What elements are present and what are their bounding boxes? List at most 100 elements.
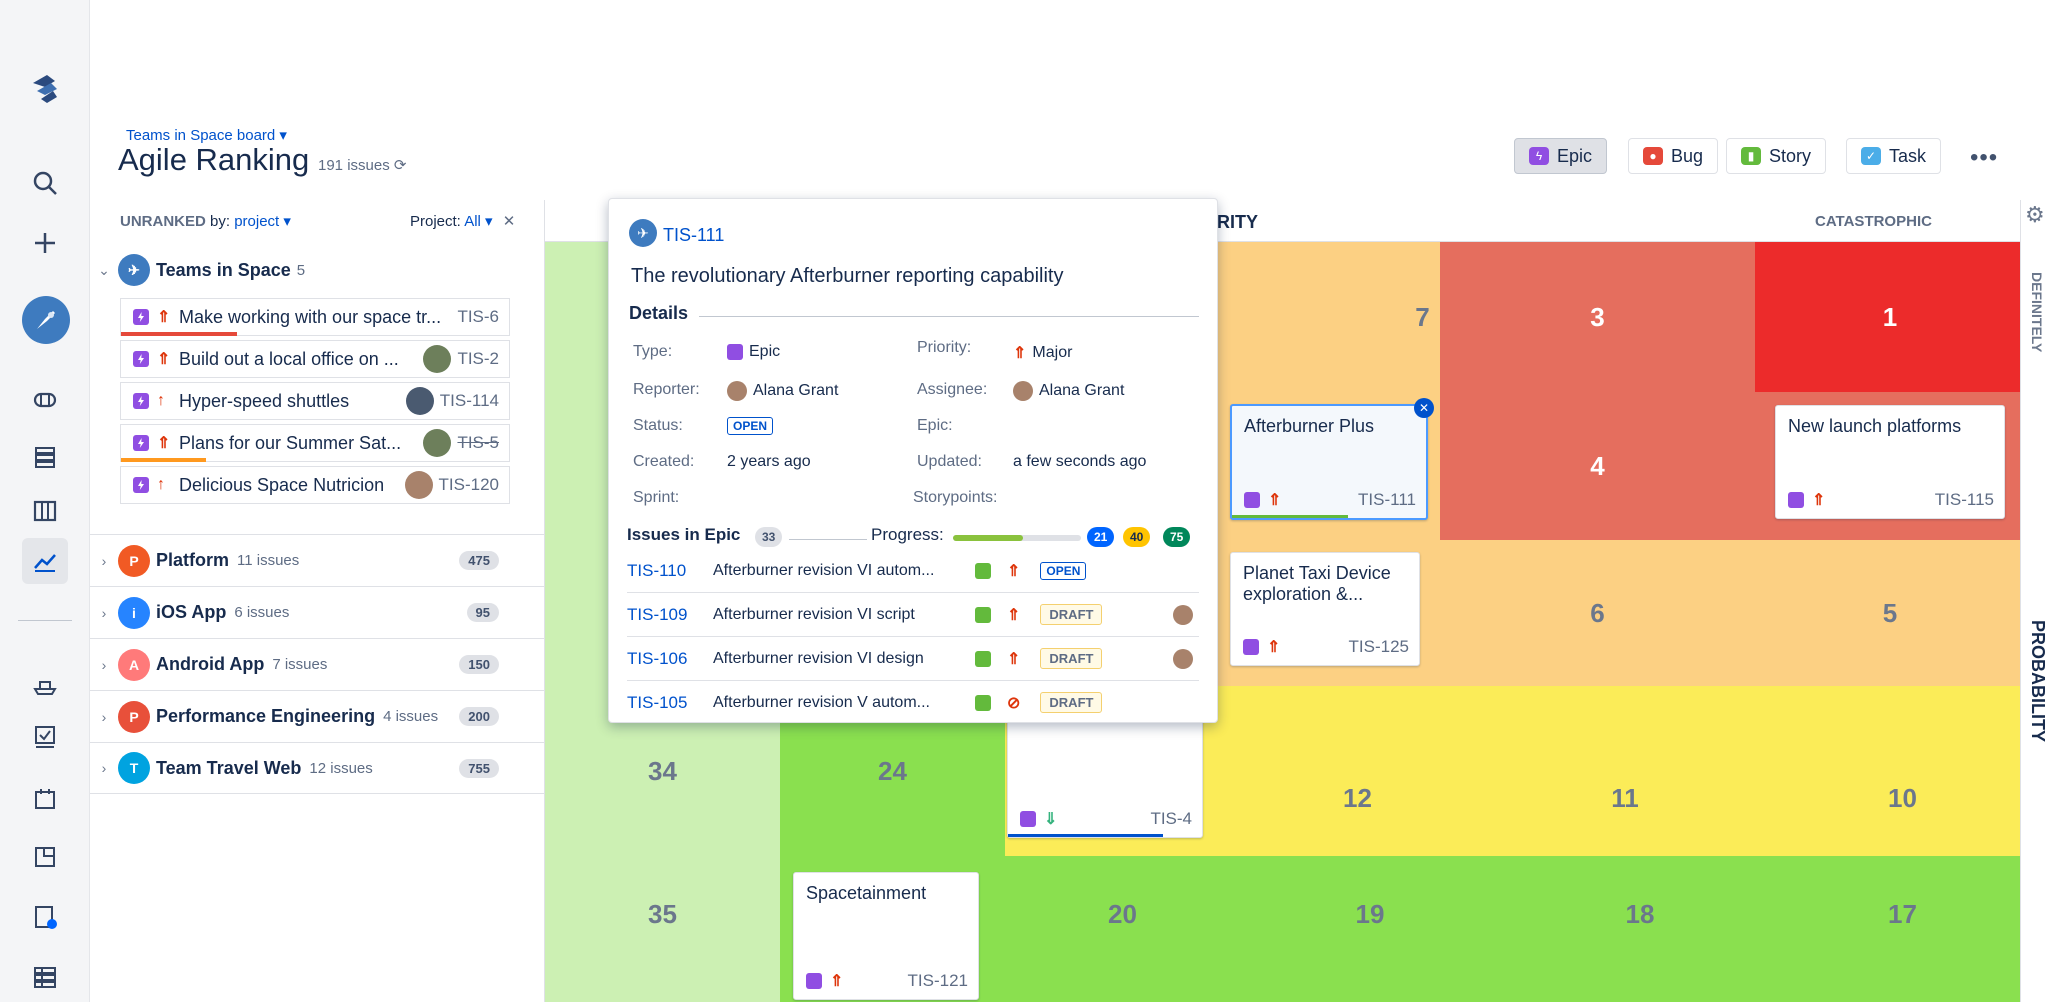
epic-icon xyxy=(1788,492,1804,508)
group-platform[interactable]: › P Platform 11 issues 475 xyxy=(90,534,545,586)
issue-row[interactable]: ⇑ Build out a local office on ... TIS-2 xyxy=(120,340,510,378)
issue-row[interactable]: ↑ Hyper-speed shuttles TIS-114 xyxy=(120,382,510,420)
group-badge: 95 xyxy=(466,603,499,622)
issue-key: TIS-2 xyxy=(457,349,499,368)
issue-title: Hyper-speed shuttles xyxy=(179,390,350,411)
card-footer: ⇑ TIS-111 xyxy=(1244,490,1416,510)
checklist-icon[interactable] xyxy=(22,714,68,760)
chevron-right-icon[interactable]: › xyxy=(101,604,107,621)
issue-card[interactable]: Spacetainment ⇑ TIS-121 xyxy=(793,872,979,1000)
ios-app-avatar: i xyxy=(118,596,150,629)
divider xyxy=(789,539,867,540)
progress-bar xyxy=(1008,834,1164,837)
card-key: TIS-125 xyxy=(1348,637,1409,656)
refresh-icon[interactable]: ⟳ xyxy=(393,157,407,174)
chevron-right-icon[interactable]: › xyxy=(101,708,107,725)
priority-icon: ↑ xyxy=(157,476,165,493)
sub-issue-key[interactable]: TIS-110 xyxy=(627,560,687,580)
issue-title: Build out a local office on ... xyxy=(179,348,399,369)
filter-epic-button[interactable]: ϟ Epic xyxy=(1514,138,1608,174)
group-name: Platform xyxy=(156,550,230,570)
add-on-icon[interactable] xyxy=(22,894,68,940)
project-select[interactable]: All ▾ xyxy=(464,213,493,230)
epic-issue-row[interactable]: TIS-106 Afterburner revision VI design ⇑ DR… xyxy=(627,637,1199,681)
avatar xyxy=(423,429,452,457)
board-breadcrumb[interactable]: Teams in Space board ▾ xyxy=(126,127,287,144)
created-value: 2 years ago xyxy=(727,453,811,470)
group-name: Teams in Space xyxy=(156,259,291,280)
group-android-app[interactable]: › A Android App 7 issues 150 xyxy=(90,638,545,690)
group-team-travel-web[interactable]: › T Team Travel Web 12 issues 755 xyxy=(90,742,545,794)
story-icon xyxy=(975,606,991,623)
filter-bug-button[interactable]: ● Bug xyxy=(1628,138,1719,174)
storypoints-label: Storypoints: xyxy=(913,489,998,506)
epic-icon xyxy=(133,435,149,451)
priority-icon: ⇑ xyxy=(157,435,171,452)
issue-card[interactable]: New launch platforms ⇑ TIS-115 xyxy=(1775,405,2005,519)
sub-issue-key[interactable]: TIS-109 xyxy=(627,604,688,624)
epic-issue-row[interactable]: TIS-105 Afterburner revision V autom... ⊘ D… xyxy=(627,681,1199,722)
matrix-cell: 11 xyxy=(1470,686,1780,856)
epic-icon xyxy=(806,973,822,989)
priority-icon: ⇑ xyxy=(157,351,171,368)
chevron-right-icon[interactable]: › xyxy=(101,552,107,569)
remove-icon[interactable]: ✕ xyxy=(1414,398,1434,418)
card-footer: ⇓ TIS-4 xyxy=(1020,809,1192,829)
group-count: 5 xyxy=(296,261,306,279)
group-badge: 755 xyxy=(459,758,499,778)
issue-row[interactable]: ⇑ Make working with our space tr... TIS-6 xyxy=(120,298,510,336)
progress-bar xyxy=(1232,515,1349,518)
progress-bar xyxy=(121,332,238,336)
search-icon[interactable] xyxy=(22,160,68,206)
issue-row[interactable]: ↑ Delicious Space Nutricion TIS-120 xyxy=(120,466,510,504)
priority-icon: ⇑ xyxy=(1007,650,1021,668)
group-performance-engineering[interactable]: › P Performance Engineering 4 issues 200 xyxy=(90,690,545,742)
avatar xyxy=(727,381,747,401)
epic-issue-row[interactable]: TIS-109 Afterburner revision VI script ⇑ DR… xyxy=(627,593,1199,637)
ship-icon[interactable] xyxy=(22,662,68,708)
matrix-cell: 1 xyxy=(1755,242,2020,392)
matrix-cell: 10 xyxy=(1780,686,2020,856)
sub-issue-key[interactable]: TIS-106 xyxy=(627,648,688,668)
backlog-icon[interactable] xyxy=(22,434,68,480)
card-title: New launch platforms xyxy=(1788,416,1962,436)
sub-issue-title: Afterburner revision VI design xyxy=(713,649,924,667)
issues-in-epic-heading: Issues in Epic xyxy=(627,525,741,544)
card-footer: ⇑ TIS-121 xyxy=(806,971,968,991)
issue-key: TIS-5 xyxy=(457,433,499,452)
issue-row[interactable]: ⇑ Plans for our Summer Sat... TIS-5 xyxy=(120,424,510,462)
page-icon[interactable] xyxy=(22,834,68,880)
chevron-right-icon[interactable]: › xyxy=(101,760,107,776)
matrix-cell: 3 xyxy=(1440,242,1755,392)
create-icon[interactable] xyxy=(22,220,68,266)
story-icon: ▮ xyxy=(1741,147,1761,165)
issue-card[interactable]: Afterburner Plus ✕ ⇑ TIS-111 xyxy=(1230,398,1434,520)
jira-logo-icon[interactable] xyxy=(22,66,68,112)
settings-gear-icon[interactable]: ⚙ xyxy=(2025,202,2045,227)
chevron-right-icon[interactable]: › xyxy=(101,656,107,673)
assignee-label: Assignee: xyxy=(917,381,988,398)
releases-icon[interactable] xyxy=(22,378,68,424)
apps-icon[interactable] xyxy=(22,954,68,1000)
issue-card[interactable]: Planet Taxi Device exploration &... ⇑ TIS… xyxy=(1230,552,1420,666)
group-teams-in-space[interactable]: ⌄ ✈ Teams in Space 5 xyxy=(90,250,545,290)
unranked-panel: UNRANKED by: project ▾ Project: All ▾ ✕ … xyxy=(90,200,545,1002)
chevron-down-icon[interactable]: ⌄ xyxy=(98,261,110,278)
more-options-icon[interactable]: ••• xyxy=(1970,144,1999,171)
status-label: Status: xyxy=(633,417,683,434)
calendar-icon[interactable] xyxy=(22,776,68,822)
close-icon[interactable]: ✕ xyxy=(502,213,516,230)
epic-icon xyxy=(133,477,149,493)
epic-issue-row[interactable]: TIS-110 Afterburner revision VI autom... ⇑… xyxy=(627,549,1199,593)
task-icon: ✓ xyxy=(1861,147,1881,165)
reports-icon[interactable] xyxy=(22,538,68,584)
project-avatar-icon[interactable] xyxy=(22,296,70,344)
group-by-select[interactable]: project ▾ xyxy=(234,213,291,230)
filter-story-button[interactable]: ▮ Story xyxy=(1726,138,1827,174)
nav-divider xyxy=(18,620,72,621)
group-ios-app[interactable]: › i iOS App 6 issues 95 xyxy=(90,586,545,638)
sub-issue-key[interactable]: TIS-105 xyxy=(627,692,688,712)
board-icon[interactable] xyxy=(22,488,68,534)
popup-issue-key[interactable]: TIS-111 xyxy=(663,225,725,245)
filter-task-button[interactable]: ✓ Task xyxy=(1846,138,1942,174)
